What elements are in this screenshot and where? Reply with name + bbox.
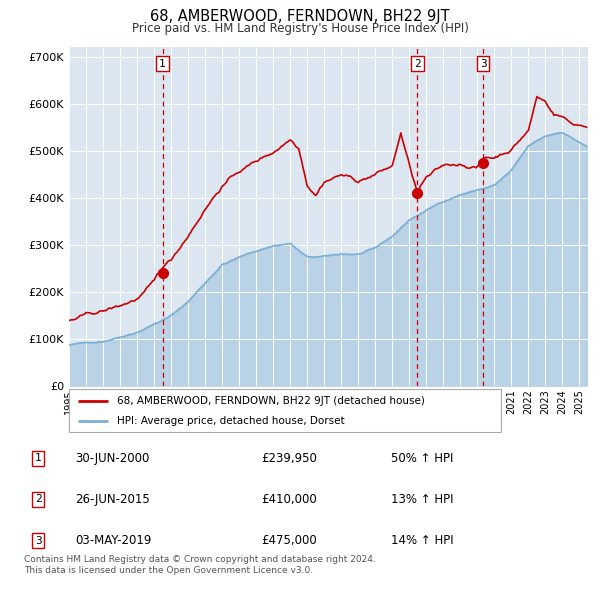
Text: 03-MAY-2019: 03-MAY-2019 bbox=[75, 534, 151, 547]
Text: 2: 2 bbox=[414, 58, 421, 68]
Text: 26-JUN-2015: 26-JUN-2015 bbox=[75, 493, 149, 506]
Text: 68, AMBERWOOD, FERNDOWN, BH22 9JT: 68, AMBERWOOD, FERNDOWN, BH22 9JT bbox=[150, 9, 450, 24]
Text: 3: 3 bbox=[35, 536, 41, 546]
Text: 3: 3 bbox=[480, 58, 487, 68]
Text: £410,000: £410,000 bbox=[261, 493, 317, 506]
FancyBboxPatch shape bbox=[69, 389, 501, 432]
Text: 50% ↑ HPI: 50% ↑ HPI bbox=[391, 452, 453, 465]
Text: 30-JUN-2000: 30-JUN-2000 bbox=[75, 452, 149, 465]
Text: HPI: Average price, detached house, Dorset: HPI: Average price, detached house, Dors… bbox=[116, 416, 344, 426]
Text: 1: 1 bbox=[35, 453, 41, 463]
Text: Contains HM Land Registry data © Crown copyright and database right 2024.: Contains HM Land Registry data © Crown c… bbox=[24, 555, 376, 563]
Text: Price paid vs. HM Land Registry's House Price Index (HPI): Price paid vs. HM Land Registry's House … bbox=[131, 22, 469, 35]
Text: 14% ↑ HPI: 14% ↑ HPI bbox=[391, 534, 453, 547]
Text: £239,950: £239,950 bbox=[261, 452, 317, 465]
Text: 68, AMBERWOOD, FERNDOWN, BH22 9JT (detached house): 68, AMBERWOOD, FERNDOWN, BH22 9JT (detac… bbox=[116, 396, 424, 407]
Text: 2: 2 bbox=[35, 494, 41, 504]
Text: 1: 1 bbox=[159, 58, 166, 68]
Text: 13% ↑ HPI: 13% ↑ HPI bbox=[391, 493, 453, 506]
Text: This data is licensed under the Open Government Licence v3.0.: This data is licensed under the Open Gov… bbox=[24, 566, 313, 575]
Text: £475,000: £475,000 bbox=[261, 534, 317, 547]
